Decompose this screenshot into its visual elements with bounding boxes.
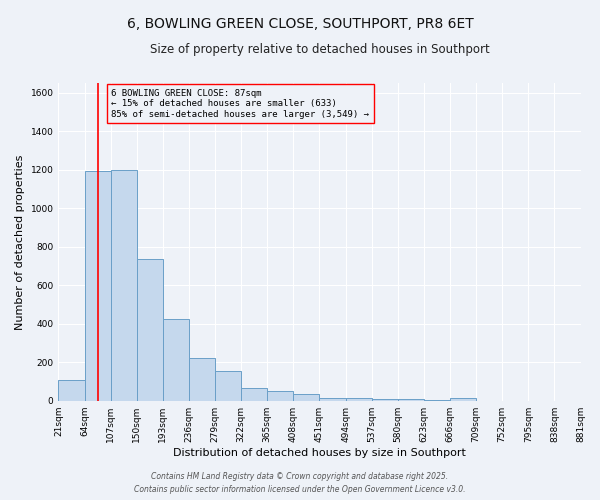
Text: 6 BOWLING GREEN CLOSE: 87sqm
← 15% of detached houses are smaller (633)
85% of s: 6 BOWLING GREEN CLOSE: 87sqm ← 15% of de… (111, 89, 369, 118)
Bar (319, 398, 346, 400)
Title: Size of property relative to detached houses in Southport: Size of property relative to detached ho… (149, 42, 490, 56)
Bar (293, 394, 319, 400)
Bar (241, 388, 267, 400)
Bar (85, 170, 110, 400)
Bar (58, 380, 85, 400)
Y-axis label: Number of detached properties: Number of detached properties (15, 154, 25, 330)
Bar (110, 170, 137, 400)
Bar (163, 319, 189, 400)
Bar (450, 398, 476, 400)
Text: 6, BOWLING GREEN CLOSE, SOUTHPORT, PR8 6ET: 6, BOWLING GREEN CLOSE, SOUTHPORT, PR8 6… (127, 18, 473, 32)
X-axis label: Distribution of detached houses by size in Southport: Distribution of detached houses by size … (173, 448, 466, 458)
Bar (215, 371, 241, 400)
Bar (189, 358, 215, 401)
Bar (267, 391, 293, 400)
Text: Contains HM Land Registry data © Crown copyright and database right 2025.
Contai: Contains HM Land Registry data © Crown c… (134, 472, 466, 494)
Bar (398, 399, 424, 400)
Bar (371, 399, 398, 400)
Bar (137, 259, 163, 400)
Bar (346, 398, 371, 400)
